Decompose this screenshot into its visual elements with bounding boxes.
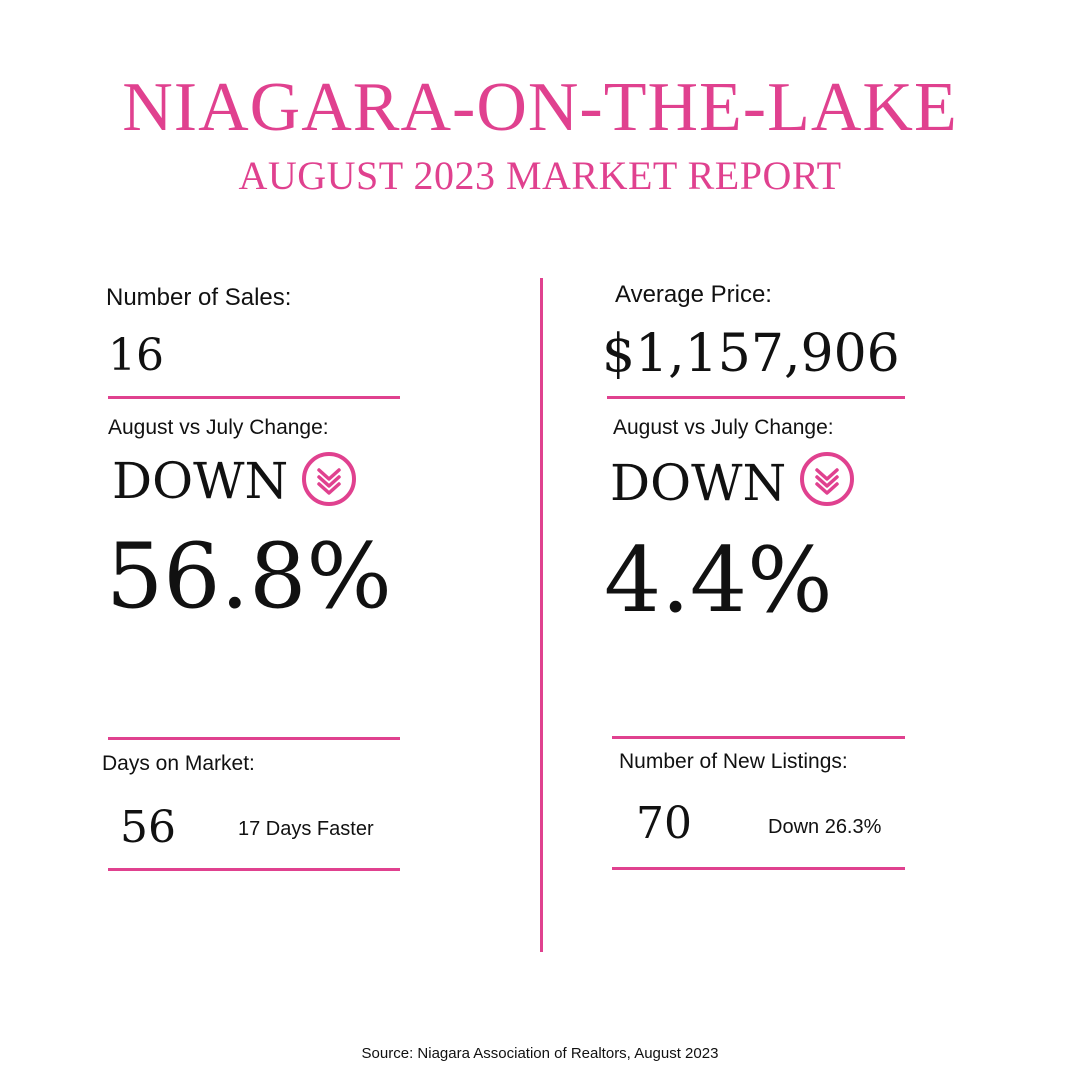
price-rule [607,396,905,399]
price-label: Average Price: [615,281,772,308]
listings-label: Number of New Listings: [619,750,848,773]
right-change-direction: DOWN [610,454,787,512]
listings-value: 70 [636,798,692,849]
sales-rule [108,396,400,399]
left-change-label: August vs July Change: [108,416,329,439]
dom-bottom-rule [108,868,400,871]
dom-top-rule [108,737,400,740]
dom-value: 56 [120,802,176,853]
dom-label: Days on Market: [102,752,255,775]
report-subtitle: AUGUST 2023 MARKET REPORT [238,153,842,198]
center-divider [540,278,543,952]
dom-note: 17 Days Faster [238,818,374,840]
sales-label: Number of Sales: [106,284,292,311]
double-chevron-down-icon [800,452,854,506]
left-change-value: 56.8% [106,524,392,629]
listings-bottom-rule [612,867,905,870]
double-chevron-down-icon [302,452,356,506]
right-change-label: August vs July Change: [613,416,834,439]
listings-note: Down 26.3% [768,816,882,838]
left-change-direction: DOWN [112,452,289,510]
source-footnote: Source: Niagara Association of Realtors,… [361,1045,719,1062]
price-value: $1,157,906 [602,324,900,384]
sales-value: 16 [108,330,164,381]
right-change-value: 4.4% [604,528,833,633]
listings-top-rule [612,736,905,739]
report-title: NIAGARA-ON-THE-LAKE [122,69,958,146]
